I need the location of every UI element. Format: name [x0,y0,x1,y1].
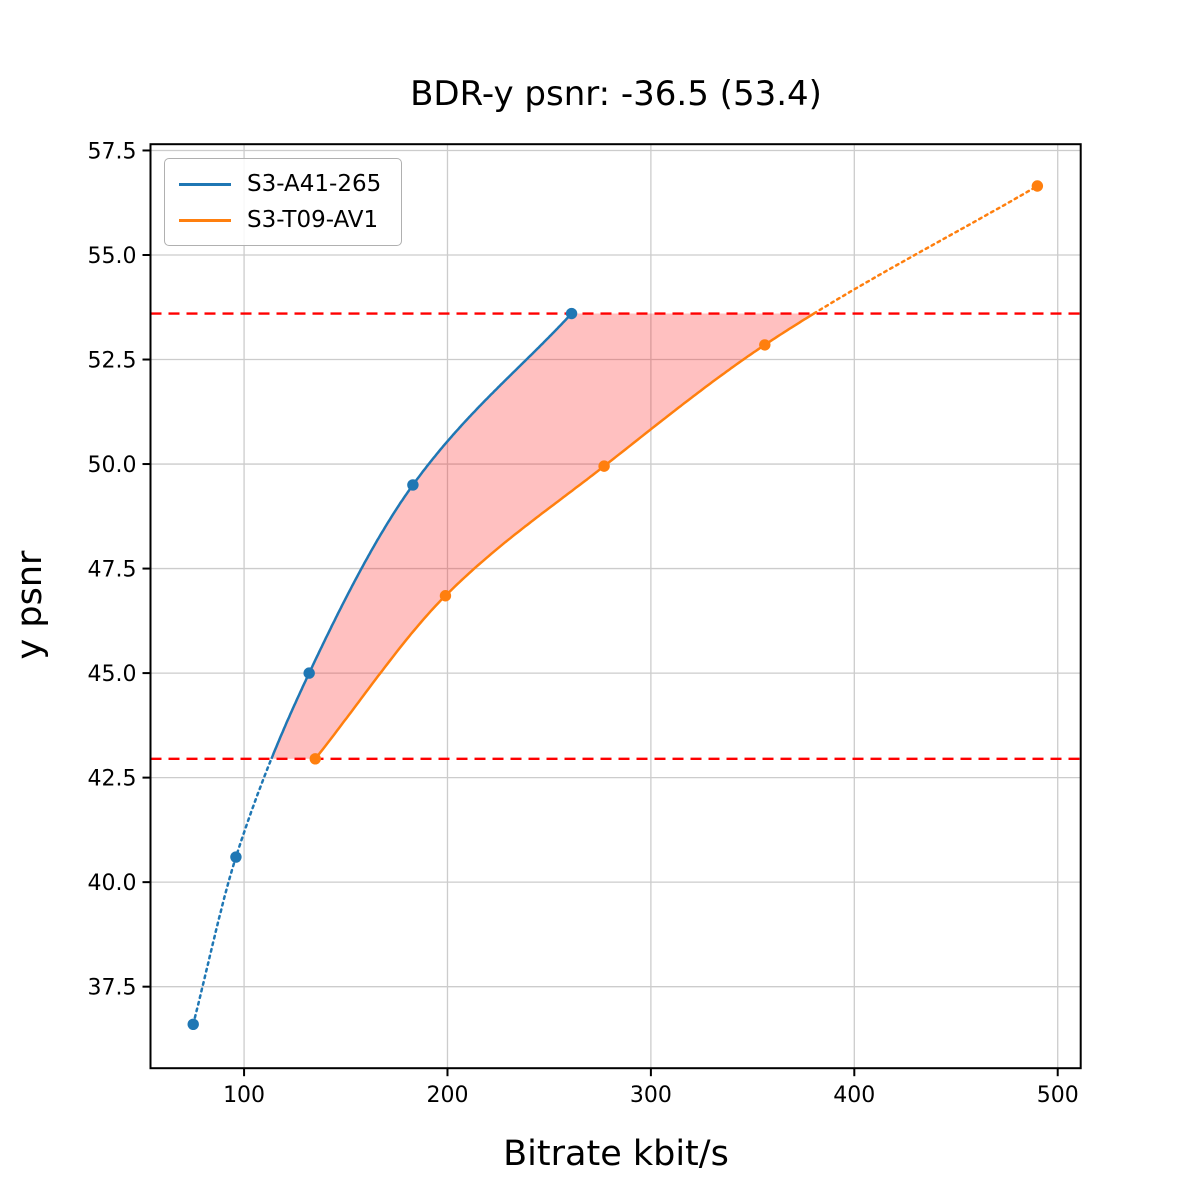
svg-text:400: 400 [833,1083,875,1108]
svg-text:500: 500 [1037,1083,1079,1108]
svg-text:300: 300 [630,1083,672,1108]
legend-item: S3-T09-AV1 [179,205,381,235]
legend-label: S3-A41-265 [247,171,382,197]
chart-title: BDR-y psnr: -36.5 (53.4) [410,74,822,114]
svg-text:37.5: 37.5 [88,976,137,1001]
svg-text:50.0: 50.0 [88,453,137,478]
svg-text:55.0: 55.0 [88,244,137,269]
legend-line-sample-blue [179,182,231,186]
svg-text:52.5: 52.5 [88,349,137,374]
legend: S3-A41-265 S3-T09-AV1 [164,158,403,246]
svg-text:100: 100 [223,1083,265,1108]
svg-text:47.5: 47.5 [88,558,137,583]
legend-line-sample-orange [179,218,231,222]
svg-text:42.5: 42.5 [88,767,137,792]
legend-label: S3-T09-AV1 [247,207,379,233]
svg-text:200: 200 [426,1083,468,1108]
y-axis-label: y psnr [10,550,50,660]
legend-item: S3-A41-265 [179,169,381,199]
x-axis-label: Bitrate kbit/s [503,1134,729,1174]
svg-text:57.5: 57.5 [88,139,137,164]
svg-text:40.0: 40.0 [88,871,137,896]
svg-text:45.0: 45.0 [88,662,137,687]
